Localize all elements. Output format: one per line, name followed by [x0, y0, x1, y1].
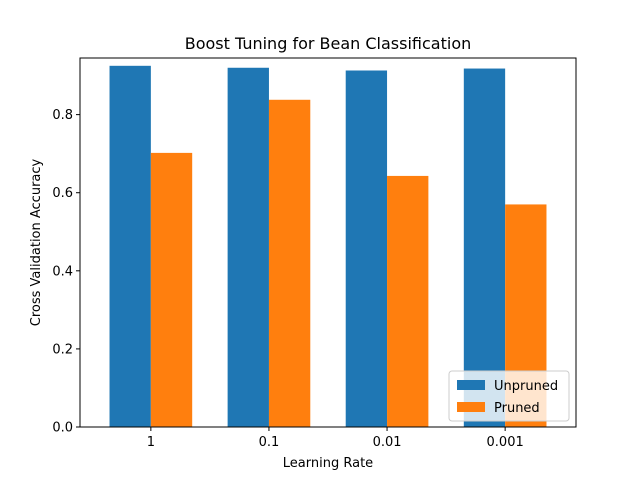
legend-swatch-unpruned	[457, 380, 485, 390]
x-axis-label: Learning Rate	[283, 456, 373, 471]
y-tick-label: 0.6	[52, 186, 73, 201]
x-tick-label: 0.01	[373, 435, 402, 450]
legend-swatch-pruned	[457, 402, 485, 412]
y-axis-label: Cross Validation Accuracy	[29, 158, 44, 326]
bar-pruned-0.01	[387, 175, 429, 427]
bar-pruned-0.1	[268, 99, 311, 428]
legend: Unpruned Pruned	[448, 370, 570, 422]
x-tick-label: 0.1	[259, 435, 280, 450]
x-axis: 1 0.1 0.01 0.001	[147, 427, 524, 450]
bar-pruned-1	[150, 152, 193, 427]
y-tick-label: 0.0	[52, 421, 73, 436]
bar-unpruned-1	[109, 65, 151, 428]
y-axis: 0.0 0.2 0.4 0.6 0.8	[52, 108, 80, 436]
chart-title: Boost Tuning for Bean Classification	[185, 34, 472, 53]
x-tick-label: 1	[147, 435, 155, 450]
plot-frame	[79, 57, 577, 428]
bar-unpruned-0.001	[463, 68, 506, 428]
y-tick-label: 0.8	[52, 108, 73, 123]
bar-unpruned-0.01	[345, 70, 388, 427]
x-tick-label: 0.001	[487, 435, 524, 450]
legend-label-pruned: Pruned	[494, 401, 540, 416]
legend-label-unpruned: Unpruned	[494, 379, 558, 394]
bar-unpruned-0.1	[227, 67, 269, 427]
y-tick-label: 0.4	[52, 264, 73, 279]
bars-layer	[109, 65, 547, 428]
y-tick-label: 0.2	[52, 342, 73, 357]
